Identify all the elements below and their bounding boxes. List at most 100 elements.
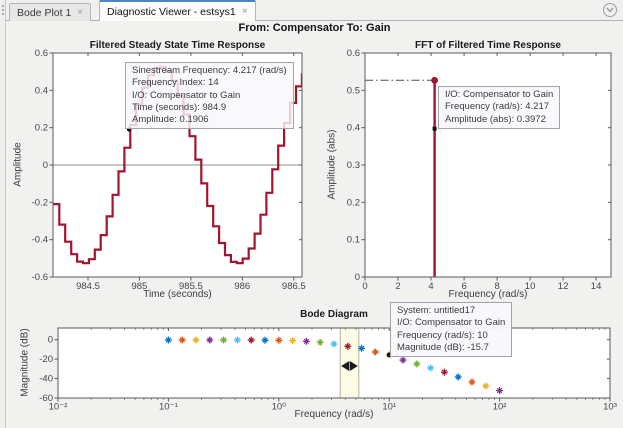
svg-text:0: 0 [355, 272, 360, 283]
svg-text:10⁻²: 10⁻² [49, 402, 68, 413]
svg-text:0.1: 0.1 [347, 235, 360, 246]
svg-text:12: 12 [558, 281, 569, 292]
svg-text:0.4: 0.4 [347, 123, 360, 134]
bode-yaxis-label: Magnitude (dB) [19, 328, 31, 397]
svg-text:0.5: 0.5 [347, 85, 360, 96]
datatip-time[interactable]: Sinestream Frequency: 4.217 (rad/s) Frequ… [125, 62, 294, 130]
svg-text:10⁻¹: 10⁻¹ [159, 402, 178, 413]
bode-marker[interactable] [261, 336, 269, 344]
tooltip-line: Amplitude (abs): 0.3972 [445, 113, 546, 125]
svg-text:2: 2 [395, 281, 400, 292]
bode-marker[interactable] [220, 336, 228, 344]
bode-marker[interactable] [344, 342, 352, 350]
chevron-down-icon [606, 7, 614, 13]
bode-marker[interactable] [247, 336, 255, 344]
bode-marker[interactable] [399, 356, 407, 364]
svg-text:10¹: 10¹ [382, 402, 396, 413]
bode-marker[interactable] [275, 336, 283, 344]
close-icon[interactable]: × [77, 6, 84, 18]
svg-text:-0.2: -0.2 [32, 197, 48, 208]
band-left-handle[interactable] [341, 361, 350, 371]
tooltip-line: I/O: Compensator to Gain [132, 89, 241, 101]
svg-text:0.2: 0.2 [347, 197, 360, 208]
fft-plot-title: FFT of Filtered Time Response [415, 40, 561, 51]
grip-dots-icon [2, 9, 4, 11]
bode-marker[interactable] [164, 336, 172, 344]
svg-text:0.3: 0.3 [347, 160, 360, 171]
bode-marker[interactable] [330, 340, 338, 348]
bode-marker[interactable] [316, 338, 324, 346]
bode-marker[interactable] [413, 360, 421, 368]
svg-text:10²: 10² [493, 402, 507, 413]
tooltip-line: Frequency (rad/s): 10 [397, 329, 488, 341]
io-pair-title: From: Compensator To: Gain [238, 22, 391, 34]
bode-marker[interactable] [440, 368, 448, 376]
datatip-fft[interactable]: I/O: Compensator to Gain Frequency (rad/s… [438, 86, 561, 129]
bode-marker[interactable] [427, 364, 435, 372]
tooltip-line: Amplitude: 0.1906 [132, 114, 209, 126]
bode-marker[interactable] [482, 382, 490, 390]
tab-bar: Bode Plot 1 × Diagnostic Viewer - estsys… [6, 0, 623, 21]
tab-label: Bode Plot 1 [17, 6, 72, 19]
fft-yaxis-label: Amplitude (abs) [326, 129, 338, 200]
svg-text:985: 985 [131, 281, 147, 292]
tab-label: Diagnostic Viewer - estsys1 [107, 5, 236, 18]
tab-overflow-button[interactable] [603, 3, 617, 17]
svg-text:0.2: 0.2 [35, 123, 48, 134]
svg-text:0.6: 0.6 [347, 48, 360, 59]
tooltip-line: Magnitude (dB): -15.7 [397, 341, 489, 353]
fft-xaxis-label: Frequency (rad/s) [448, 289, 528, 300]
svg-text:-0.6: -0.6 [32, 272, 48, 283]
svg-text:0: 0 [362, 281, 367, 292]
svg-text:4: 4 [428, 281, 433, 292]
tooltip-line: Time (seconds): 984.9 [132, 101, 227, 113]
bode-marker[interactable] [192, 336, 200, 344]
bode-xaxis-label: Frequency (rad/s) [294, 409, 374, 420]
frequency-band[interactable] [340, 328, 359, 398]
bode-plot-title: Bode Diagram [300, 309, 368, 320]
close-icon[interactable]: × [241, 5, 248, 17]
bode-marker[interactable] [302, 337, 310, 345]
grip-dots-icon [2, 13, 4, 15]
svg-text:985.5: 985.5 [179, 281, 203, 292]
datatip-bode[interactable]: System: untitled17 I/O: Compensator to Ga… [390, 302, 513, 358]
bode-marker[interactable] [289, 337, 297, 345]
bode-marker[interactable] [371, 348, 379, 356]
time-yaxis-label: Amplitude [12, 142, 24, 187]
svg-text:986: 986 [234, 281, 250, 292]
panel-grip[interactable] [0, 0, 6, 428]
time-plot-title: Filtered Steady State Time Response [89, 40, 266, 51]
tooltip-line: System: untitled17 [397, 305, 476, 316]
bode-marker[interactable] [496, 387, 504, 395]
tab-bode-plot-1[interactable]: Bode Plot 1 × [9, 3, 92, 21]
bode-marker[interactable] [468, 378, 476, 386]
svg-text:986.5: 986.5 [282, 281, 306, 292]
svg-text:-0.4: -0.4 [32, 235, 48, 246]
bode-marker[interactable] [454, 373, 462, 381]
svg-text:0.4: 0.4 [35, 85, 48, 96]
fft-datatip-marker[interactable] [432, 126, 437, 131]
band-right-handle[interactable] [349, 361, 358, 371]
tab-diagnostic-viewer[interactable]: Diagnostic Viewer - estsys1 × [99, 0, 256, 21]
tooltip-line: Frequency (rad/s): 4.217 [445, 101, 550, 113]
svg-text:10⁰: 10⁰ [272, 402, 287, 413]
svg-text:10³: 10³ [603, 402, 617, 413]
svg-text:0: 0 [43, 160, 48, 171]
svg-text:14: 14 [591, 281, 602, 292]
bode-marker[interactable] [358, 344, 366, 352]
svg-text:-40: -40 [39, 374, 53, 385]
tooltip-line: Frequency Index: 14 [132, 77, 219, 89]
svg-text:-60: -60 [39, 393, 53, 404]
time-xaxis-label: Time (seconds) [143, 289, 212, 300]
svg-text:6: 6 [461, 281, 466, 292]
bode-marker[interactable] [233, 336, 241, 344]
bode-marker[interactable] [178, 336, 186, 344]
tooltip-line: I/O: Compensator to Gain [397, 317, 506, 329]
svg-text:984.5: 984.5 [76, 281, 100, 292]
fft-stem-tip[interactable] [431, 76, 438, 84]
svg-text:0: 0 [48, 335, 53, 346]
bode-marker[interactable] [206, 336, 214, 344]
svg-text:8: 8 [494, 281, 499, 292]
